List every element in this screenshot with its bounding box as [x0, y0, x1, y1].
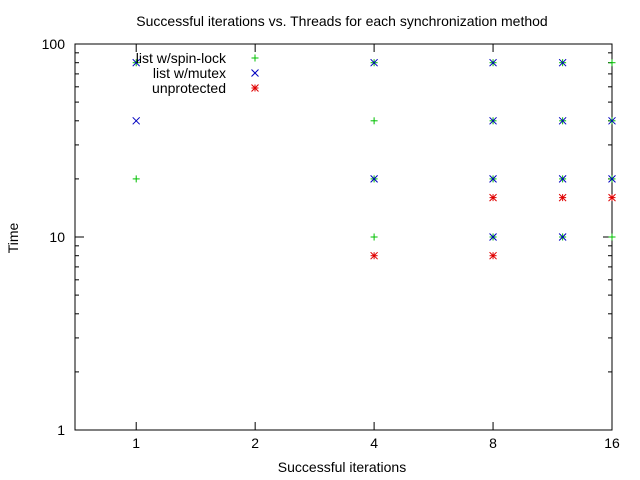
series-2 — [370, 193, 616, 260]
data-point — [608, 116, 616, 125]
data-point — [370, 117, 378, 125]
data-point — [132, 116, 141, 125]
y-axis-label: Time — [5, 222, 21, 253]
y-tick-label: 10 — [49, 229, 65, 245]
plot-frame — [74, 43, 613, 431]
data-point — [132, 58, 141, 67]
data-point — [608, 193, 616, 202]
legend-marker — [251, 54, 259, 62]
x-tick-label: 1 — [132, 435, 140, 451]
data-point — [489, 193, 497, 202]
data-point — [489, 58, 497, 67]
x-axis-label: Successful iterations — [278, 459, 406, 475]
data-point — [370, 233, 378, 241]
data-point — [132, 175, 140, 183]
y-tick-label: 100 — [42, 36, 66, 52]
data-point — [558, 233, 567, 241]
data-point — [370, 58, 378, 67]
legend-label: list w/spin-lock — [136, 50, 227, 66]
x-tick-label: 16 — [604, 435, 620, 451]
data-point — [489, 175, 497, 183]
data-point — [558, 116, 567, 125]
data-point — [489, 251, 497, 260]
legend-marker — [251, 69, 259, 77]
data-point — [370, 175, 378, 183]
data-point — [608, 175, 616, 183]
chart-title: Successful iterations vs. Threads for ea… — [136, 13, 547, 29]
data-points — [132, 58, 616, 260]
legend-marker — [251, 84, 259, 92]
axis-ticks: 1 2 4 8 16 1 10 100 — [42, 36, 620, 451]
data-point — [558, 175, 567, 183]
x-tick-label: 8 — [489, 435, 497, 451]
legend-label: list w/mutex — [153, 65, 226, 81]
data-point — [370, 251, 378, 260]
series-1 — [132, 58, 616, 241]
y-tick-label: 1 — [57, 422, 65, 438]
legend-label: unprotected — [152, 80, 226, 96]
plot-axes — [74, 43, 613, 431]
data-point — [608, 59, 616, 67]
x-tick-label: 2 — [251, 435, 259, 451]
x-tick-label: 4 — [370, 435, 378, 451]
data-point — [558, 193, 567, 202]
data-point — [608, 233, 616, 241]
data-point — [558, 58, 567, 67]
data-point — [489, 116, 497, 125]
data-point — [489, 233, 497, 241]
